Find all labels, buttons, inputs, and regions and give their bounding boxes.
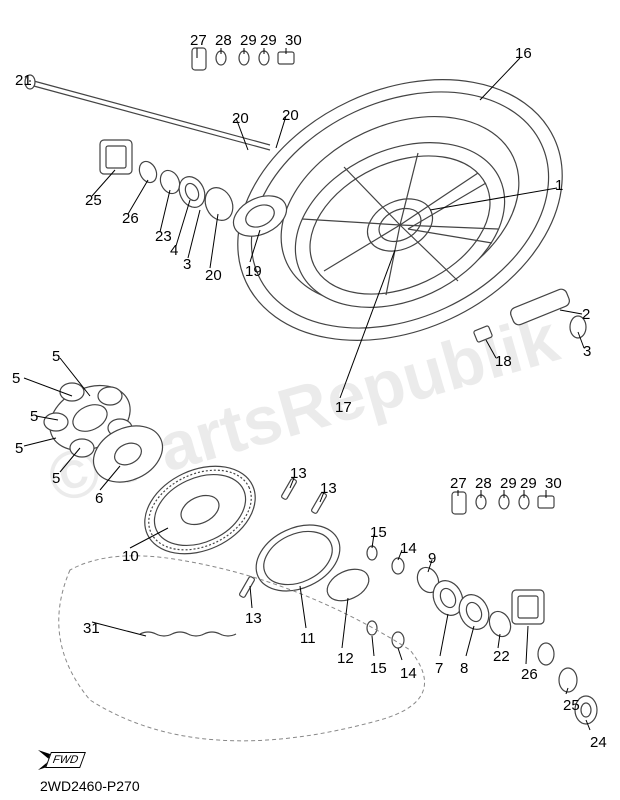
callout-25: 25: [563, 697, 580, 714]
callout-15: 15: [370, 660, 387, 677]
callout-20: 20: [205, 267, 222, 284]
callout-7: 7: [435, 660, 443, 677]
callout-24: 24: [590, 734, 607, 751]
callout-15: 15: [370, 524, 387, 541]
callout-8: 8: [460, 660, 468, 677]
callout-29: 29: [520, 475, 537, 492]
diagram-container: © PartsRepublik: [0, 0, 620, 800]
callout-20: 20: [282, 107, 299, 124]
callout-1: 1: [555, 177, 563, 194]
callout-29: 29: [240, 32, 257, 49]
callout-29: 29: [260, 32, 277, 49]
callout-28: 28: [215, 32, 232, 49]
callout-6: 6: [95, 490, 103, 507]
callout-13: 13: [245, 610, 262, 627]
callout-9: 9: [428, 550, 436, 567]
callout-4: 4: [170, 242, 178, 259]
callout-25: 25: [85, 192, 102, 209]
callout-14: 14: [400, 665, 417, 682]
callout-19: 19: [245, 263, 262, 280]
callout-31: 31: [83, 620, 100, 637]
callout-21: 21: [15, 72, 32, 89]
part-code: 2WD2460-P270: [40, 778, 140, 794]
callout-5: 5: [52, 470, 60, 487]
callout-28: 28: [475, 475, 492, 492]
callout-10: 10: [122, 548, 139, 565]
callout-13: 13: [320, 480, 337, 497]
callout-30: 30: [285, 32, 302, 49]
callout-13: 13: [290, 465, 307, 482]
callout-3: 3: [183, 256, 191, 273]
callout-3: 3: [583, 343, 591, 360]
callout-11: 11: [300, 630, 316, 647]
callout-27: 27: [450, 475, 467, 492]
callout-20: 20: [232, 110, 249, 127]
callout-26: 26: [122, 210, 139, 227]
callout-27: 27: [190, 32, 207, 49]
callout-17: 17: [335, 399, 352, 416]
callout-2: 2: [582, 306, 590, 323]
callout-5: 5: [52, 348, 60, 365]
callout-5: 5: [30, 408, 38, 425]
callout-16: 16: [515, 45, 532, 62]
callout-12: 12: [337, 650, 354, 667]
callout-18: 18: [495, 353, 512, 370]
callout-5: 5: [12, 370, 20, 387]
callout-30: 30: [545, 475, 562, 492]
callout-5: 5: [15, 440, 23, 457]
fwd-indicator: FWD: [45, 752, 86, 768]
callout-14: 14: [400, 540, 417, 557]
callout-26: 26: [521, 666, 538, 683]
callout-29: 29: [500, 475, 517, 492]
callout-22: 22: [493, 648, 510, 665]
